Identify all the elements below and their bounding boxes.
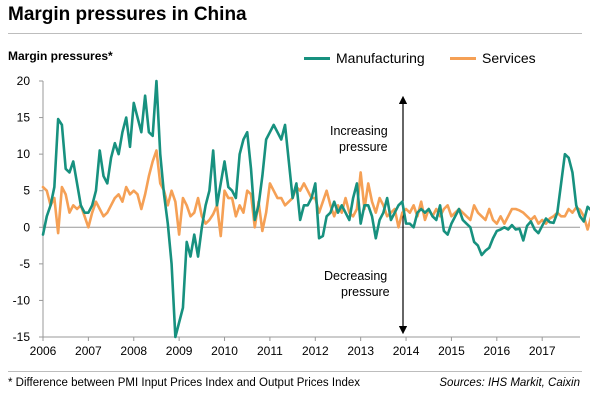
chart-title: Margin pressures in China (8, 4, 247, 25)
y-axis-label: Margin pressures* (8, 49, 113, 63)
legend-item-manufacturing: Manufacturing (304, 50, 425, 66)
x-tick-label: 2011 (257, 344, 283, 358)
legend-swatch-services (450, 56, 476, 60)
x-tick-label: 2012 (302, 344, 329, 358)
legend-item-services: Services (450, 50, 536, 66)
top-rule (8, 33, 582, 34)
y-tick-label: 15 (17, 111, 31, 125)
x-tick-label: 2013 (347, 344, 374, 358)
x-tick-label: 2009 (166, 344, 193, 358)
series-line-services (41, 149, 590, 238)
x-tick-label: 2017 (529, 344, 556, 358)
bottom-rule (8, 371, 582, 372)
y-tick-label: -15 (13, 330, 31, 344)
y-tick-label: -10 (13, 293, 31, 307)
annotation-decreasing-line2: pressure (341, 285, 390, 299)
annotation-increasing-line1: Increasing (330, 124, 388, 138)
x-tick-label: 2016 (483, 344, 510, 358)
x-tick-label: 2010 (211, 344, 238, 358)
x-tick-label: 2008 (120, 344, 147, 358)
legend-label-manufacturing: Manufacturing (336, 50, 425, 66)
legend-swatch-manufacturing (304, 56, 330, 60)
source-note: Sources: IHS Markit, Caixin (439, 377, 580, 389)
y-tick-label: 5 (23, 184, 30, 198)
annotation-decreasing-line1: Decreasing (324, 269, 387, 283)
x-tick-label: 2014 (393, 344, 420, 358)
y-tick-label: 20 (17, 74, 31, 88)
footnote: * Difference between PMI Input Prices In… (8, 377, 361, 389)
x-tick-label: 2007 (75, 344, 102, 358)
x-tick-label: 2015 (438, 344, 465, 358)
legend-label-services: Services (482, 50, 536, 66)
y-tick-label: 10 (17, 147, 31, 161)
y-tick-label: 0 (23, 220, 30, 234)
annotation-increasing-line2: pressure (339, 140, 388, 154)
series-line-manufacturing (41, 79, 590, 339)
y-tick-label: -5 (19, 257, 30, 271)
x-tick-label: 2006 (30, 344, 57, 358)
